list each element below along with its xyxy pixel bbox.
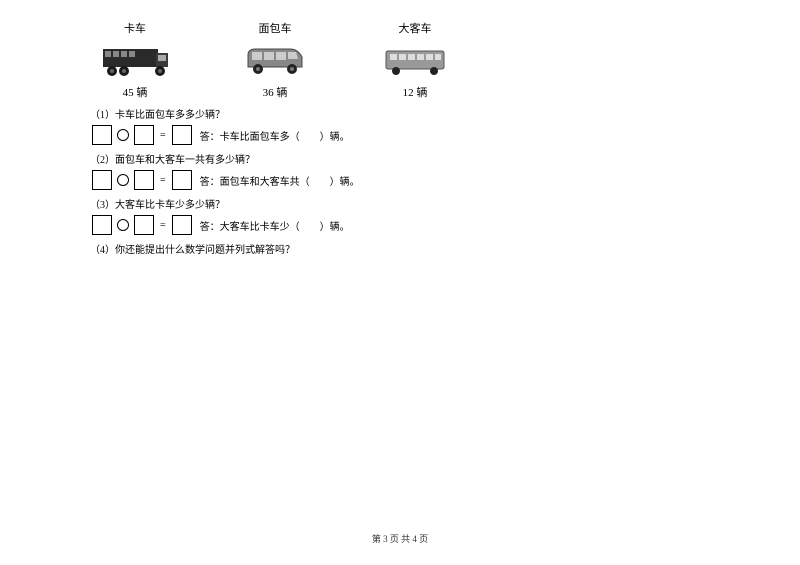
operator-circle[interactable] — [117, 174, 129, 186]
question-3: （3）大客车比卡车少多少辆？ — [90, 196, 800, 211]
van-icon — [238, 41, 313, 81]
answer-2: 答：面包车和大客车共（ ）辆。 — [200, 173, 360, 188]
truck-count: 45 辆 — [123, 84, 148, 100]
input-box[interactable] — [92, 125, 112, 145]
truck-label: 卡车 — [124, 20, 146, 36]
equation-3: = 答：大客车比卡车少（ ）辆。 — [90, 215, 800, 235]
input-box[interactable] — [134, 125, 154, 145]
equals-sign: = — [160, 130, 166, 141]
van-count: 36 辆 — [263, 84, 288, 100]
bus-icon — [378, 41, 453, 81]
answer-1: 答：卡车比面包车多（ ）辆。 — [200, 128, 350, 143]
input-box[interactable] — [172, 215, 192, 235]
equals-sign: = — [160, 175, 166, 186]
equation-1: = 答：卡车比面包车多（ ）辆。 — [90, 125, 800, 145]
van-column: 面包车 36 辆 — [230, 20, 320, 100]
bus-count: 12 辆 — [403, 84, 428, 100]
answer-3: 答：大客车比卡车少（ ）辆。 — [200, 218, 350, 233]
input-box[interactable] — [172, 125, 192, 145]
truck-icon — [98, 41, 173, 81]
operator-circle[interactable] — [117, 219, 129, 231]
input-box[interactable] — [92, 170, 112, 190]
input-box[interactable] — [92, 215, 112, 235]
bus-label: 大客车 — [399, 20, 432, 36]
van-label: 面包车 — [259, 20, 292, 36]
question-2: （2）面包车和大客车一共有多少辆？ — [90, 151, 800, 166]
truck-column: 卡车 45 辆 — [90, 20, 180, 100]
question-4: （4）你还能提出什么数学问题并列式解答吗？ — [90, 241, 800, 256]
vehicle-header-row: 卡车 45 辆 — [90, 20, 800, 100]
input-box[interactable] — [134, 170, 154, 190]
input-box[interactable] — [134, 215, 154, 235]
worksheet-content: 卡车 45 辆 — [0, 0, 800, 256]
operator-circle[interactable] — [117, 129, 129, 141]
bus-column: 大客车 12 辆 — [370, 20, 460, 100]
equation-2: = 答：面包车和大客车共（ ）辆。 — [90, 170, 800, 190]
page-footer: 第 3 页 共 4 页 — [0, 532, 800, 545]
question-1: （1）卡车比面包车多多少辆？ — [90, 106, 800, 121]
input-box[interactable] — [172, 170, 192, 190]
equals-sign: = — [160, 220, 166, 231]
